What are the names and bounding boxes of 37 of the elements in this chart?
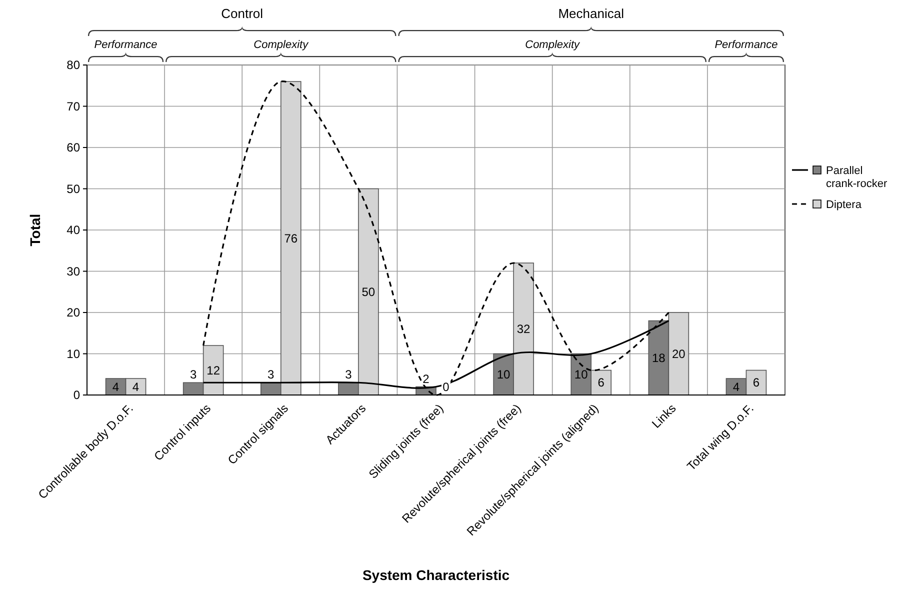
text: Performance [714,39,778,51]
text: Complexity [254,39,310,51]
data-label: 12 [206,363,220,378]
text: Control [221,6,264,21]
y-tick-label: 0 [73,388,80,402]
y-tick-label: 50 [66,182,80,196]
data-label: 4 [132,380,140,394]
legend-label: Diptera [826,199,862,211]
y-tick-label: 80 [66,58,80,72]
data-label: 10 [574,367,588,382]
y-tick-label: 10 [66,346,80,361]
data-label: 2 [422,372,430,386]
text: Mechanical [558,6,624,21]
data-label: 0 [442,380,450,394]
data-label: 6 [598,376,605,390]
y-axis-title: Total [27,214,43,246]
y-tick-label: 30 [66,264,80,278]
data-label: 20 [672,346,686,361]
data-label: 76 [284,231,298,246]
legend-label: Parallel crank-rocker [826,165,888,190]
data-label: 3 [190,368,197,382]
data-label: 4 [112,380,120,394]
data-label: 10 [496,367,511,382]
text: Complexity [525,39,582,51]
x-axis-title: System Characteristic [362,567,510,583]
y-tick-label: 70 [66,99,80,114]
data-label: 4 [732,380,740,394]
y-tick-label: 40 [66,223,80,237]
data-label: 50 [362,284,376,299]
y-tick-label: 20 [66,306,80,320]
data-label: 32 [516,322,531,336]
y-tick-label: 60 [66,140,80,154]
data-label: 18 [652,350,666,365]
data-label: 3 [268,368,275,382]
data-label: 6 [752,376,760,390]
data-label: 3 [345,368,352,382]
text: Performance [94,39,158,51]
